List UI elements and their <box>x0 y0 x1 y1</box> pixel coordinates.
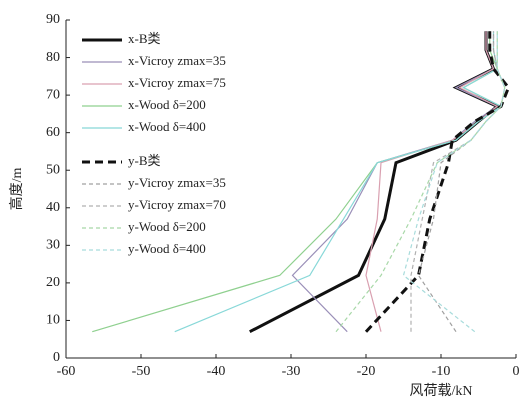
legend-label: y-Wood δ=200 <box>128 219 206 234</box>
series-line <box>364 31 511 333</box>
x-tick-label: -20 <box>357 364 376 379</box>
y-tick-label: 20 <box>46 275 60 290</box>
y-tick-label: 30 <box>46 238 60 253</box>
x-tick-label: -10 <box>432 364 451 379</box>
series-line <box>410 31 506 332</box>
legend-label: y-B类 <box>128 153 161 168</box>
series-line <box>249 31 501 334</box>
x-axis-label: 风荷载/kN <box>410 383 473 399</box>
x-tick-label: -50 <box>132 364 151 379</box>
x-tick-label: -30 <box>282 364 301 379</box>
legend-label: y-Vicroy zmax=35 <box>128 175 226 190</box>
legend-label: x-Wood δ=200 <box>128 97 206 112</box>
y-tick-label: 40 <box>46 200 60 215</box>
x-tick-label: 0 <box>513 364 520 379</box>
legend-label: y-Wood δ=400 <box>128 241 206 256</box>
y-tick-label: 0 <box>53 350 60 365</box>
y-tick-label: 70 <box>46 87 60 102</box>
legend-label: x-Wood δ=400 <box>128 119 206 134</box>
y-tick-label: 80 <box>46 50 60 65</box>
legend-label: x-B类 <box>128 31 161 46</box>
series-line <box>291 31 499 333</box>
y-tick-label: 60 <box>46 125 60 140</box>
y-tick-label: 50 <box>46 162 60 177</box>
y-axis-label: 高度/m <box>8 168 25 211</box>
legend-label: x-Vicroy zmax=35 <box>128 53 226 68</box>
legend-label: y-Vicroy zmax=70 <box>128 197 226 212</box>
x-tick-label: -60 <box>57 364 76 379</box>
series-line <box>417 31 506 333</box>
y-tick-label: 90 <box>46 12 60 27</box>
series-line <box>402 31 506 333</box>
x-tick-label: -40 <box>207 364 226 379</box>
y-tick-label: 10 <box>46 313 60 328</box>
legend-label: x-Vicroy zmax=75 <box>128 75 226 90</box>
